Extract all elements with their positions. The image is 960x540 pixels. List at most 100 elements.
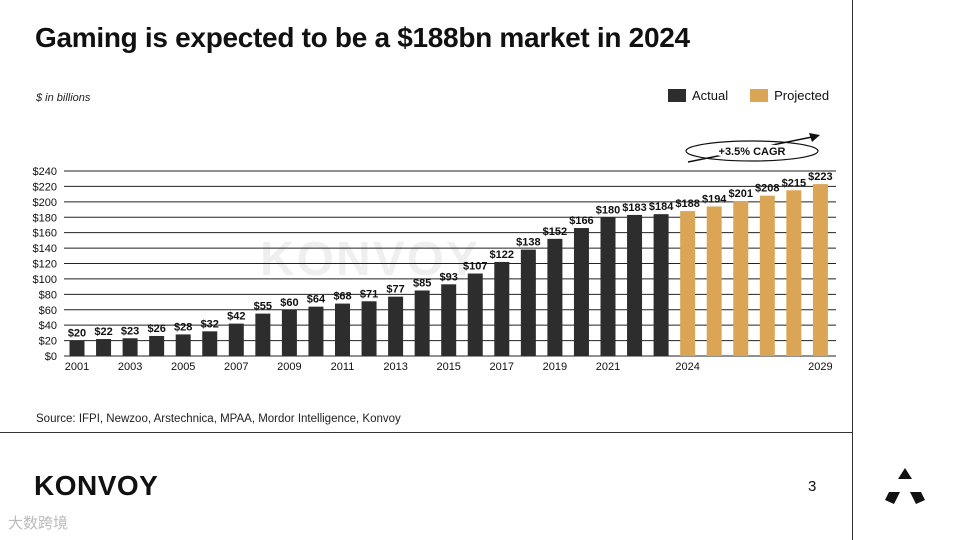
y-tick-label: $140 (33, 243, 57, 255)
konvoy-logo-icon (885, 468, 925, 504)
bar (388, 296, 404, 356)
data-label: $188 (675, 198, 699, 210)
y-tick-label: $40 (39, 320, 57, 332)
watermark: KONVOY (260, 233, 481, 286)
data-label: $184 (649, 201, 674, 213)
data-label: $93 (440, 271, 458, 283)
corner-watermark: 大数跨境 (8, 515, 69, 532)
x-tick-label: 2009 (277, 361, 301, 373)
data-label: $23 (121, 325, 139, 337)
y-tick-label: $160 (33, 228, 57, 240)
page-number: 3 (808, 478, 817, 495)
bar (786, 190, 802, 356)
y-tick-label: $20 (39, 336, 57, 348)
bar (361, 301, 377, 356)
data-label: $152 (543, 226, 567, 238)
data-label: $180 (596, 204, 620, 216)
x-tick-label: 2021 (596, 361, 620, 373)
data-label: $215 (782, 177, 806, 189)
data-label: $223 (808, 171, 832, 183)
bar (175, 334, 191, 356)
x-tick-label: 2011 (331, 361, 355, 373)
bar (733, 201, 749, 356)
bar (228, 323, 244, 356)
x-tick-label: 2029 (808, 361, 832, 373)
bar (441, 284, 457, 356)
data-label: $201 (729, 188, 753, 200)
data-label: $138 (516, 237, 540, 249)
cagr-label: +3.5% CAGR (719, 146, 786, 158)
y-tick-label: $80 (39, 289, 57, 301)
y-tick-label: $60 (39, 305, 57, 317)
y-tick-label: $0 (45, 351, 57, 363)
data-label: $183 (622, 202, 646, 214)
bar (414, 290, 430, 356)
source-note: Source: IFPI, Newzoo, Arstechnica, MPAA,… (36, 413, 401, 425)
bar (202, 331, 218, 356)
data-label: $208 (755, 183, 779, 195)
data-label: $85 (413, 277, 431, 289)
bar-chart: $0 $20 $40 $60 $80 $100 $120 $140 $160 $180 $200 $2… (33, 133, 836, 373)
bar (547, 238, 563, 356)
bar (122, 338, 138, 356)
bar (573, 228, 589, 356)
bar (494, 261, 510, 356)
bar (308, 306, 324, 356)
x-tick-label: 2013 (383, 361, 407, 373)
x-tick-label: 2017 (490, 361, 514, 373)
y-tick-label: $240 (33, 166, 57, 178)
bar (335, 303, 350, 356)
bar (706, 206, 722, 356)
cagr-arrow-head (809, 133, 820, 142)
data-label: $28 (174, 321, 192, 333)
data-label: $55 (254, 301, 272, 313)
chart-legend: Actual Projected (668, 88, 851, 103)
bar (149, 335, 165, 356)
y-tick-label: $100 (33, 274, 57, 286)
legend-swatch-projected (750, 89, 769, 102)
units-label: $ in billions (36, 92, 91, 104)
data-label: $166 (569, 215, 593, 227)
footer-divider (0, 432, 852, 433)
data-label: $194 (702, 193, 727, 205)
x-tick-label: 2001 (65, 361, 89, 373)
x-tick-label: 2007 (224, 361, 248, 373)
bar (255, 313, 271, 356)
page-title: Gaming is expected to be a $188bn market… (35, 22, 690, 53)
legend-label-projected: Projected (774, 88, 830, 103)
bar (680, 211, 696, 356)
bar (627, 214, 643, 356)
side-divider (852, 0, 853, 540)
y-tick-label: $180 (33, 212, 57, 224)
brand-wordmark: KONVOY (34, 470, 159, 501)
legend-label-actual: Actual (692, 88, 729, 103)
x-tick-label: 2003 (118, 361, 142, 373)
data-label: $64 (307, 294, 326, 306)
data-label: $122 (490, 249, 514, 261)
legend-swatch-actual (668, 89, 686, 102)
bar (96, 339, 112, 356)
data-label: $42 (227, 311, 245, 323)
y-tick-label: $120 (33, 259, 57, 271)
data-label: $71 (360, 288, 378, 300)
data-label: $60 (280, 297, 298, 309)
data-label: $107 (463, 261, 487, 273)
data-label: $68 (333, 291, 351, 303)
y-tick-label: $200 (33, 197, 57, 209)
x-tick-label: 2019 (543, 361, 567, 373)
bar (281, 309, 297, 356)
legend-item-projected: Projected (750, 88, 829, 103)
x-tick-label: 2024 (675, 361, 699, 373)
data-label: $20 (68, 328, 86, 340)
bar (759, 195, 775, 356)
bar (467, 273, 483, 356)
cagr-label-bg (708, 144, 796, 158)
data-label: $32 (201, 318, 219, 330)
y-tick-label: $220 (33, 181, 57, 193)
x-tick-label: 2015 (436, 361, 460, 373)
bar (520, 249, 536, 356)
bar (69, 340, 85, 356)
data-label: $77 (386, 284, 404, 296)
data-label: $26 (147, 323, 165, 335)
legend-item-actual: Actual (668, 88, 728, 103)
